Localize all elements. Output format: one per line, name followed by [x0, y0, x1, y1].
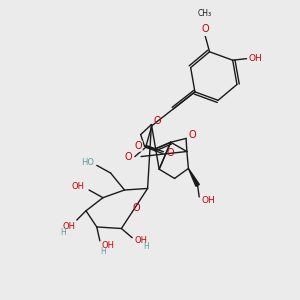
Text: H: H — [100, 247, 106, 256]
Text: H: H — [143, 242, 149, 251]
Text: OH: OH — [135, 236, 148, 245]
Text: OH: OH — [72, 182, 85, 191]
Text: OH: OH — [101, 241, 114, 250]
Polygon shape — [188, 168, 199, 186]
Text: O: O — [134, 141, 142, 151]
Text: O: O — [133, 203, 141, 214]
Text: O: O — [201, 24, 209, 34]
Text: O: O — [154, 116, 161, 127]
Text: HO: HO — [81, 158, 94, 167]
Text: H: H — [60, 228, 66, 237]
Text: O: O — [188, 130, 196, 140]
Text: OH: OH — [249, 54, 263, 63]
Text: OH: OH — [202, 196, 215, 205]
Text: O: O — [167, 148, 174, 158]
Text: CH₃: CH₃ — [198, 9, 212, 18]
Text: OH: OH — [62, 222, 76, 231]
Text: O: O — [134, 141, 142, 151]
Text: O: O — [125, 152, 133, 162]
